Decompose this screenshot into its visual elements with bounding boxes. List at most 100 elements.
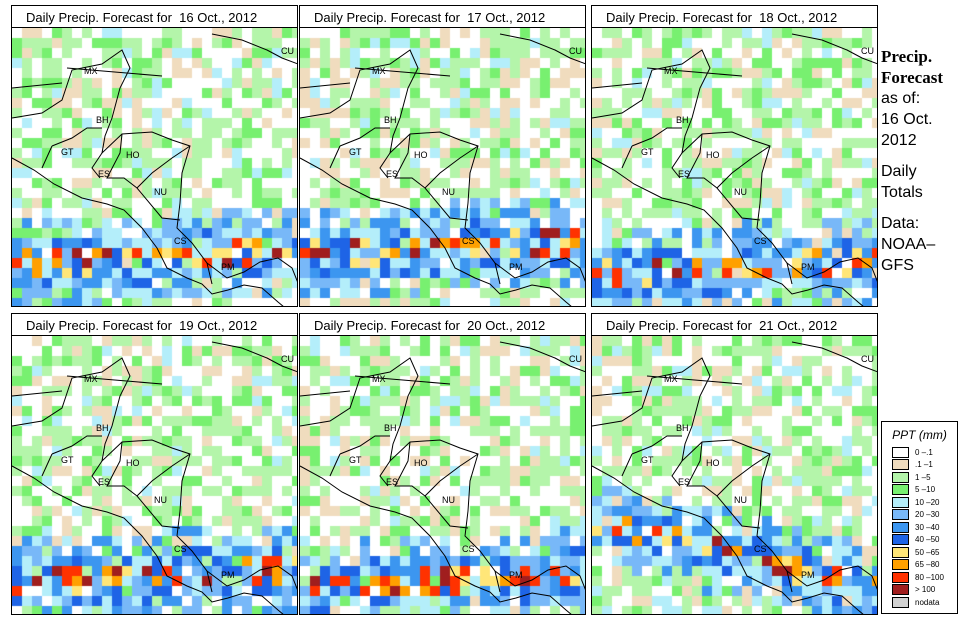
country-label: MX: [372, 66, 386, 76]
precip-map: MX CU BH GT HO ES NU CS PM: [591, 336, 878, 615]
country-label: ES: [98, 477, 111, 487]
legend-item: 20 –30: [882, 509, 957, 522]
country-label: MX: [372, 374, 386, 384]
forecast-panel: Daily Precip. Forecast for 17 Oct., 2012…: [299, 5, 586, 307]
country-label: NU: [442, 187, 455, 197]
legend-item: 40 –50: [882, 534, 957, 547]
country-label: GT: [61, 147, 74, 157]
legend-swatch: [892, 534, 909, 546]
legend-label: nodata: [915, 597, 940, 607]
info-heading-2: Forecast: [881, 68, 943, 87]
precip-map: MX CU BH GT HO ES NU CS PM: [591, 28, 878, 307]
forecast-panel: Daily Precip. Forecast for 21 Oct., 2012…: [591, 313, 878, 615]
info-data: Data:: [881, 215, 920, 232]
country-label: CU: [569, 46, 582, 56]
country-label: NU: [734, 187, 747, 197]
info-source2: GFS: [881, 257, 914, 274]
country-label: NU: [734, 495, 747, 505]
country-label: BH: [384, 115, 397, 125]
panel-title: Daily Precip. Forecast for 21 Oct., 2012: [591, 313, 878, 336]
country-label: NU: [154, 187, 167, 197]
legend-item: 0 –.1: [882, 446, 957, 459]
legend-swatch: [892, 446, 909, 458]
legend-item: 1 –5: [882, 471, 957, 484]
country-label: CU: [861, 46, 874, 56]
precip-grid: [592, 28, 877, 306]
precip-map: MX CU BH GT HO ES NU CS PM: [299, 336, 586, 615]
country-label: GT: [349, 147, 362, 157]
country-label: ES: [386, 477, 399, 487]
country-label: PM: [509, 570, 523, 580]
coastline-borders: [592, 341, 877, 614]
country-label: CU: [569, 354, 582, 364]
legend-label: .1 –1: [915, 460, 933, 470]
info-heading-1: Precip.: [881, 47, 933, 66]
country-label: BH: [96, 423, 109, 433]
country-label: ES: [678, 169, 691, 179]
country-label: CS: [174, 544, 187, 554]
country-label: NU: [442, 495, 455, 505]
legend-swatch: [892, 471, 909, 483]
legend-label: 20 –30: [915, 510, 940, 520]
precip-grid: [12, 336, 297, 614]
country-label: HO: [126, 458, 140, 468]
country-label: BH: [676, 423, 689, 433]
country-label: BH: [96, 115, 109, 125]
legend-item: 50 –65: [882, 546, 957, 559]
country-label: BH: [384, 423, 397, 433]
country-label: CS: [754, 236, 767, 246]
forecast-panel: Daily Precip. Forecast for 18 Oct., 2012…: [591, 5, 878, 307]
country-label: PM: [509, 262, 523, 272]
legend-title: PPT (mm): [892, 428, 947, 442]
legend-label: 40 –50: [915, 535, 940, 545]
panel-title: Daily Precip. Forecast for 17 Oct., 2012: [299, 5, 586, 28]
legend-item: 30 –40: [882, 521, 957, 534]
legend-swatch: [892, 509, 909, 521]
info-daily: Daily: [881, 163, 917, 180]
country-label: GT: [349, 455, 362, 465]
info-totals: Totals: [881, 184, 923, 201]
precip-map: MX CU BH GT HO ES NU CS PM: [11, 28, 298, 307]
legend-swatch: [892, 484, 909, 496]
legend-swatch: [892, 521, 909, 533]
legend-label: 80 –100: [915, 572, 944, 582]
country-label: HO: [414, 458, 428, 468]
country-label: HO: [414, 150, 428, 160]
country-label: PM: [801, 262, 815, 272]
country-label: BH: [676, 115, 689, 125]
legend-swatch: [892, 546, 909, 558]
precip-grid: [300, 28, 585, 306]
legend-swatch: [892, 571, 909, 583]
legend-item: .1 –1: [882, 459, 957, 472]
precip-map: MX CU BH GT HO ES NU CS PM: [299, 28, 586, 307]
legend-label: 50 –65: [915, 547, 940, 557]
legend-label: 0 –.1: [915, 447, 933, 457]
panel-title: Daily Precip. Forecast for 19 Oct., 2012: [11, 313, 298, 336]
legend-swatch: [892, 559, 909, 571]
country-label: CU: [281, 46, 294, 56]
legend: PPT (mm) 0 –.1 .1 –1 1 –5 5 –10 10 –20 20 –30…: [881, 421, 958, 614]
legend-swatch: [892, 584, 909, 596]
precip-grid: [12, 28, 297, 306]
country-label: NU: [154, 495, 167, 505]
info-source1: NOAA–: [881, 236, 936, 253]
country-label: CU: [861, 354, 874, 364]
legend-item: 5 –10: [882, 484, 957, 497]
info-date: 16 Oct.: [881, 111, 933, 128]
legend-label: 5 –10: [915, 485, 936, 495]
legend-label: 1 –5: [915, 472, 931, 482]
country-label: MX: [84, 66, 98, 76]
info-asof: as of:: [881, 90, 921, 107]
country-label: CS: [462, 236, 475, 246]
coastline-borders: [300, 341, 585, 614]
legend-item: nodata: [882, 596, 957, 609]
country-label: HO: [126, 150, 140, 160]
country-label: ES: [98, 169, 111, 179]
forecast-info: Precip. Forecast as of: 16 Oct. 2012 Dai…: [881, 46, 943, 276]
country-label: MX: [664, 66, 678, 76]
country-label: PM: [221, 570, 235, 580]
country-label: CS: [174, 236, 187, 246]
legend-label: 65 –80: [915, 560, 940, 570]
country-label: HO: [706, 150, 720, 160]
legend-item: 80 –100: [882, 571, 957, 584]
